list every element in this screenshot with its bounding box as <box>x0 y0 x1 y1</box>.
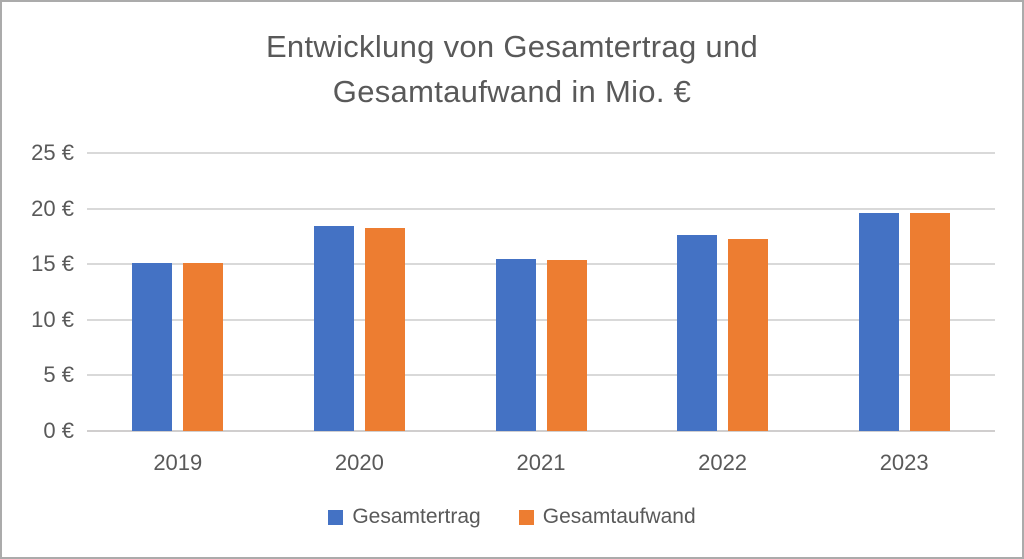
x-tick-cell: 2021 <box>450 450 632 476</box>
x-tick-cell: 2019 <box>87 450 269 476</box>
bar-gesamtertrag-2020 <box>313 226 354 431</box>
gridline <box>87 374 995 377</box>
legend-label-gesamtaufwand: Gesamtaufwand <box>542 505 696 528</box>
y-tick-label: 15 € <box>31 251 74 277</box>
legend-swatch-gesamtaufwand-icon <box>518 509 534 525</box>
y-tick-label: 0 € <box>43 418 74 443</box>
bar-gesamtaufwand-2019 <box>183 263 224 431</box>
y-tick-label: 20 € <box>31 195 74 221</box>
x-tick-cell: 2022 <box>632 450 814 476</box>
bar-gesamtaufwand-2021 <box>546 259 587 431</box>
x-tick-label: 2023 <box>879 450 929 475</box>
legend-swatch-gesamtertrag-icon <box>328 509 344 525</box>
chart-title-line-2: Gesamtaufwand in Mio. € <box>332 74 692 109</box>
gridline <box>87 152 995 154</box>
gridline <box>87 318 995 321</box>
x-tick-label: 2021 <box>516 450 566 475</box>
y-axis-labels: 0 € 5 € 10 € 15 € 20 € 25 € <box>2 140 74 443</box>
bar-gesamtaufwand-2023 <box>909 213 950 431</box>
bar-gesamtaufwand-2022 <box>728 238 769 431</box>
x-tick-label: 2020 <box>334 450 384 475</box>
gridline <box>87 207 995 210</box>
bar-gesamtertrag-2019 <box>132 263 173 431</box>
plot-area <box>87 152 995 432</box>
bar-gesamtaufwand-2020 <box>364 227 405 431</box>
x-axis-line <box>87 430 995 432</box>
legend-item-gesamtertrag: Gesamtertrag <box>328 505 481 529</box>
x-tick-label: 2019 <box>153 450 203 475</box>
gridline <box>87 263 995 266</box>
x-tick-label: 2022 <box>698 450 748 475</box>
bar-gesamtertrag-2021 <box>495 258 536 431</box>
legend: Gesamtertrag Gesamtaufwand <box>2 505 1022 529</box>
chart-title-line-1: Entwicklung von Gesamtertrag und <box>265 29 759 64</box>
y-tick-label: 25 € <box>31 140 74 165</box>
legend-item-gesamtaufwand: Gesamtaufwand <box>518 505 696 529</box>
chart-title: Entwicklung von Gesamtertrag und Gesamta… <box>2 24 1022 114</box>
y-tick-label: 5 € <box>43 362 74 388</box>
x-axis-labels: 2019 2020 2021 2022 2023 <box>87 450 995 476</box>
bar-gesamtertrag-2022 <box>677 235 718 431</box>
legend-label-gesamtertrag: Gesamtertrag <box>352 505 481 528</box>
y-tick-label: 10 € <box>31 306 74 332</box>
bar-gesamtertrag-2023 <box>858 213 899 431</box>
x-tick-cell: 2023 <box>813 450 995 476</box>
x-tick-cell: 2020 <box>269 450 451 476</box>
